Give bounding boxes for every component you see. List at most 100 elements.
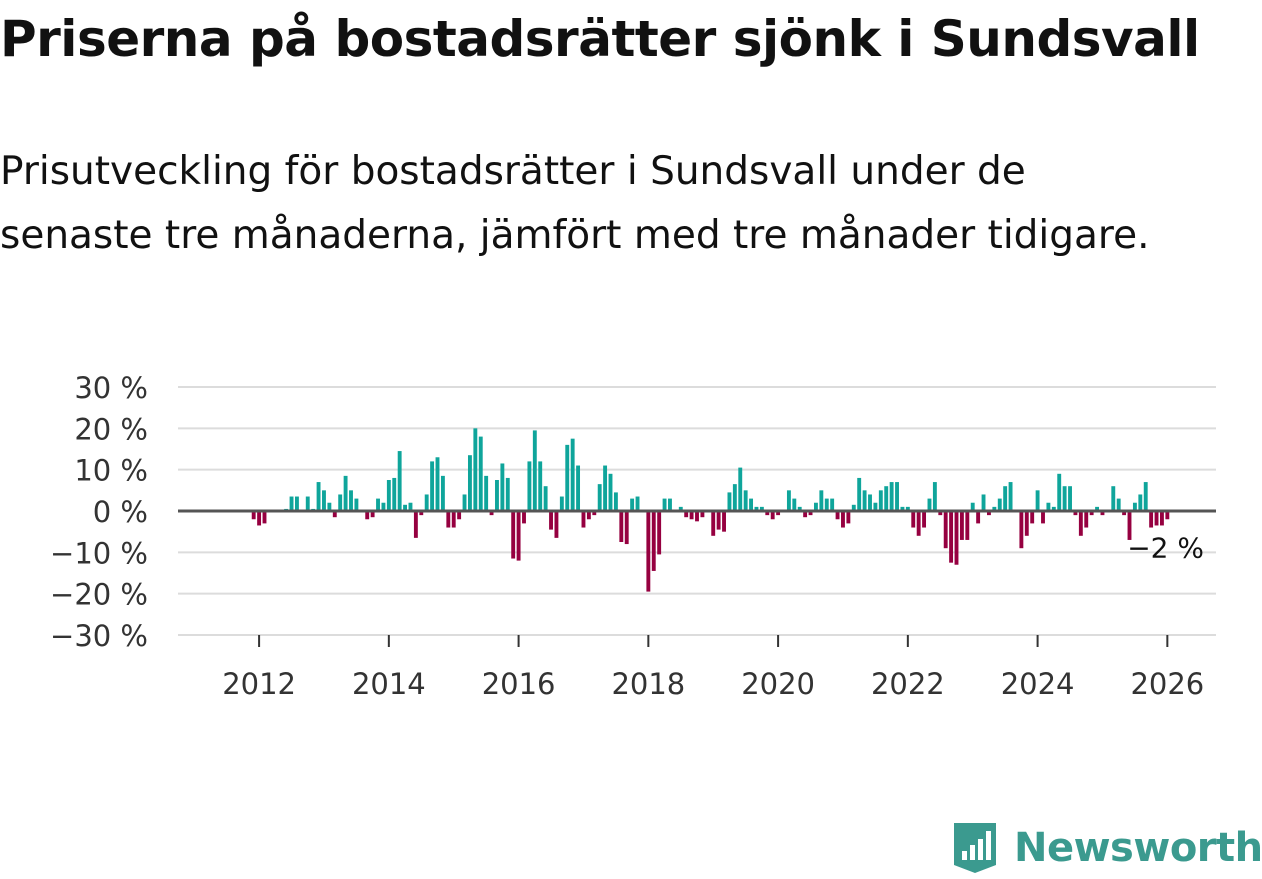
data-bar	[592, 511, 597, 516]
data-bar	[343, 475, 348, 511]
brand-name: Newsworthy	[1014, 825, 1262, 871]
data-bar	[1019, 511, 1024, 549]
y-tick-label: 20 %	[74, 412, 148, 446]
data-bar	[392, 477, 397, 511]
data-bar	[365, 511, 370, 520]
data-bar	[922, 511, 927, 528]
y-tick-label: 30 %	[74, 371, 148, 405]
data-bar	[527, 461, 532, 511]
data-bar	[597, 484, 602, 511]
data-bar	[1008, 482, 1013, 511]
data-bar	[786, 490, 791, 511]
data-bar	[824, 498, 829, 511]
data-bar	[668, 498, 672, 511]
data-bar	[797, 506, 802, 511]
data-bar	[857, 477, 862, 511]
x-tick-label: 2020	[741, 667, 815, 701]
data-bar	[408, 502, 413, 511]
data-bar	[1095, 506, 1100, 511]
data-bar	[549, 511, 553, 530]
data-bar	[257, 511, 262, 526]
data-bar	[576, 465, 581, 511]
data-bar	[808, 511, 813, 516]
data-bar	[1127, 511, 1132, 540]
data-bar	[316, 482, 321, 511]
data-bar	[386, 480, 391, 511]
data-bar	[505, 477, 510, 511]
data-bar	[435, 457, 440, 511]
data-bar	[484, 475, 489, 511]
y-tick-label: 0 %	[93, 495, 148, 529]
data-bar	[976, 511, 981, 524]
data-bar	[943, 511, 948, 549]
data-bar	[776, 511, 781, 516]
x-tick-label: 2018	[611, 667, 685, 701]
data-bar	[722, 511, 726, 532]
data-bar	[695, 511, 699, 522]
data-bar	[970, 502, 975, 511]
data-bar	[1122, 511, 1127, 516]
data-bar	[1030, 511, 1035, 524]
data-bar	[1165, 511, 1170, 520]
data-bar	[949, 511, 954, 563]
data-bar	[1100, 511, 1105, 516]
data-bar	[457, 511, 462, 520]
data-bar	[1041, 511, 1045, 524]
data-bar	[959, 511, 964, 540]
last-value-annotation: −2 %	[1127, 531, 1204, 564]
data-bar	[927, 498, 932, 511]
data-bar	[538, 461, 543, 511]
data-bar	[792, 498, 797, 511]
data-bar	[1068, 486, 1072, 511]
data-bar	[354, 498, 359, 511]
data-bar	[986, 511, 991, 516]
chart-subtitle: Prisutveckling för bostadsrätter i Sunds…	[0, 149, 1150, 258]
data-bar	[327, 502, 332, 511]
data-bar	[1046, 502, 1051, 511]
data-bar	[294, 496, 299, 511]
data-bar	[684, 511, 689, 518]
data-bar	[322, 490, 326, 511]
data-bar	[992, 506, 997, 511]
data-bar	[732, 484, 737, 511]
data-bar	[911, 511, 916, 528]
data-bar	[349, 490, 353, 511]
data-bar	[884, 486, 889, 511]
x-tick-label: 2014	[352, 667, 426, 701]
data-bar	[1003, 486, 1008, 511]
data-bar	[565, 444, 570, 511]
data-bar	[289, 496, 294, 511]
data-bar	[489, 511, 494, 516]
data-bar	[862, 490, 867, 511]
axes	[178, 509, 1216, 647]
data-bar	[397, 451, 402, 511]
data-bar	[586, 511, 591, 520]
data-bar	[462, 494, 467, 511]
y-tick-label: −10 %	[50, 536, 148, 570]
data-bar	[678, 506, 683, 511]
data-bar	[830, 498, 835, 511]
newsworthy-logo-icon	[954, 823, 996, 873]
data-bar	[646, 511, 651, 592]
data-bar	[430, 461, 435, 511]
data-bar	[932, 482, 937, 511]
data-bar	[754, 506, 759, 511]
data-bar	[381, 502, 386, 511]
chart-title: Priserna på bostadsrätter sjönk i Sundsv…	[0, 10, 1200, 68]
data-bar	[651, 511, 656, 571]
data-bar	[1078, 511, 1083, 536]
data-bar	[603, 465, 608, 511]
y-tick-label: −20 %	[50, 578, 148, 612]
data-bar	[727, 492, 732, 511]
data-bar	[689, 511, 694, 520]
data-bar	[846, 511, 851, 524]
data-bar	[467, 455, 472, 511]
data-bar	[835, 511, 840, 520]
data-bar	[446, 511, 451, 528]
data-bar	[716, 511, 721, 530]
y-tick-label: −30 %	[50, 619, 148, 653]
data-bar	[873, 502, 878, 511]
data-bar	[532, 430, 537, 511]
data-bar	[1084, 511, 1089, 528]
data-bar	[711, 511, 716, 536]
